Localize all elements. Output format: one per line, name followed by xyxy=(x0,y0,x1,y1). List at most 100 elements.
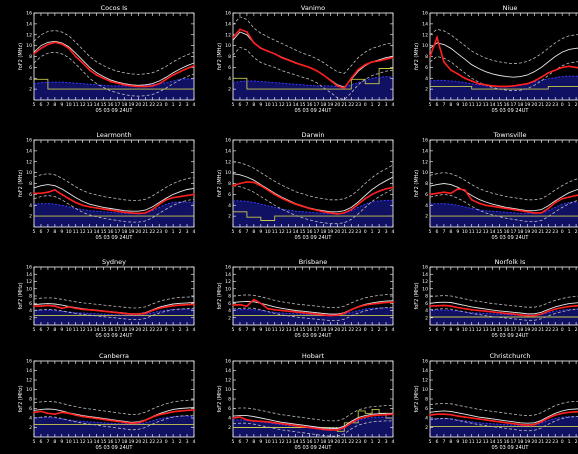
observed-point xyxy=(505,312,508,315)
x-tick-label: 11 xyxy=(469,102,475,108)
median-line xyxy=(33,184,195,212)
observed-point xyxy=(568,411,570,414)
observed-point xyxy=(137,421,140,424)
y-tick-label: 2 xyxy=(425,214,428,220)
y-axis-label: foF2 (MHz) xyxy=(414,170,420,197)
observed-point xyxy=(301,205,304,208)
x-tick-label: 16 xyxy=(108,327,114,333)
y-tick-label: 6 xyxy=(228,65,231,71)
y-tick-label: 10 xyxy=(225,286,231,292)
observed-point xyxy=(540,76,543,79)
x-tick-label: 8 xyxy=(449,229,452,235)
x-axis-label: 05 03 09 24UT xyxy=(295,333,333,339)
observed-point xyxy=(526,314,529,317)
observed-point xyxy=(294,311,297,313)
observed-point xyxy=(378,190,380,193)
observed-point xyxy=(443,304,445,307)
x-tick-label: 23 xyxy=(156,439,162,445)
observed-point xyxy=(322,428,325,431)
upper-bound-line xyxy=(232,161,394,201)
x-tick-label: 11 xyxy=(272,102,278,108)
observed-point xyxy=(378,60,380,62)
x-tick-label: 20 xyxy=(334,102,340,108)
lower-bound-line xyxy=(232,306,394,322)
x-tick-label: 10 xyxy=(462,229,468,235)
observed-point xyxy=(266,189,269,191)
model-line xyxy=(33,201,195,214)
observed-point xyxy=(151,309,154,312)
observed-point xyxy=(123,211,126,214)
x-tick-label: 11 xyxy=(469,439,475,445)
x-tick-label: 15 xyxy=(497,102,503,108)
observed-point xyxy=(512,208,515,211)
observed-point xyxy=(232,417,234,419)
x-tick-label: 9 xyxy=(259,102,262,108)
y-tick-label: 4 xyxy=(228,308,231,314)
y-tick-label: 14 xyxy=(26,21,32,27)
observed-point xyxy=(259,302,262,305)
y-tick-label: 4 xyxy=(425,308,428,314)
observed-point xyxy=(540,313,543,315)
observed-point xyxy=(280,422,283,425)
observed-point xyxy=(165,78,168,81)
observed-point xyxy=(253,420,255,422)
observed-point xyxy=(193,303,195,306)
observed-line xyxy=(232,28,394,89)
x-tick-label: 19 xyxy=(128,102,134,108)
x-tick-label: 22 xyxy=(149,327,155,333)
x-tick-label: 6 xyxy=(238,439,241,445)
x-tick-label: 6 xyxy=(39,229,42,235)
panel-title: Niue xyxy=(503,4,518,12)
y-tick-label: 12 xyxy=(26,279,32,285)
median-line xyxy=(429,408,578,424)
y-tick-label: 16 xyxy=(26,359,32,365)
x-tick-label: 10 xyxy=(265,327,271,333)
observed-point xyxy=(498,420,501,423)
x-tick-label: 18 xyxy=(518,327,524,333)
x-tick-label: 1 xyxy=(172,327,175,333)
observed-line xyxy=(232,181,394,215)
x-tick-label: 16 xyxy=(108,102,114,108)
median-line xyxy=(232,412,393,429)
y-tick-label: 16 xyxy=(225,359,231,365)
observed-point xyxy=(308,426,311,429)
observed-point xyxy=(287,59,290,62)
observed-point xyxy=(193,193,195,196)
model-band xyxy=(34,202,194,227)
x-tick-label: 20 xyxy=(531,102,537,108)
x-tick-label: 22 xyxy=(545,102,551,108)
x-tick-label: 1 xyxy=(371,229,374,235)
x-tick-label: 2 xyxy=(575,439,578,445)
observed-point xyxy=(477,418,480,420)
x-tick-label: 19 xyxy=(128,439,134,445)
x-tick-label: 22 xyxy=(149,229,155,235)
x-tick-label: 18 xyxy=(518,102,524,108)
y-tick-label: 8 xyxy=(228,181,231,187)
upper-bound-line xyxy=(232,405,393,422)
x-tick-label: 14 xyxy=(293,439,299,445)
observed-point xyxy=(294,62,297,64)
observed-point xyxy=(239,182,241,185)
x-tick-label: 7 xyxy=(46,439,49,445)
observed-point xyxy=(60,193,63,196)
x-tick-label: 9 xyxy=(456,439,459,445)
x-tick-label: 22 xyxy=(545,439,551,445)
x-tick-label: 6 xyxy=(435,102,438,108)
x-tick-label: 4 xyxy=(392,439,395,445)
observed-point xyxy=(477,82,480,85)
observed-point xyxy=(547,207,550,210)
observed-line xyxy=(34,189,195,215)
x-tick-label: 5 xyxy=(429,102,432,108)
x-tick-label: 13 xyxy=(483,327,489,333)
x-tick-label: 8 xyxy=(252,229,255,235)
y-tick-label: 2 xyxy=(228,214,231,220)
x-tick-label: 2 xyxy=(575,229,578,235)
observed-point xyxy=(357,68,360,71)
x-tick-label: 22 xyxy=(348,327,354,333)
upper-bound-line xyxy=(429,400,578,417)
y-tick-label: 16 xyxy=(422,265,428,271)
x-tick-label: 22 xyxy=(545,327,551,333)
